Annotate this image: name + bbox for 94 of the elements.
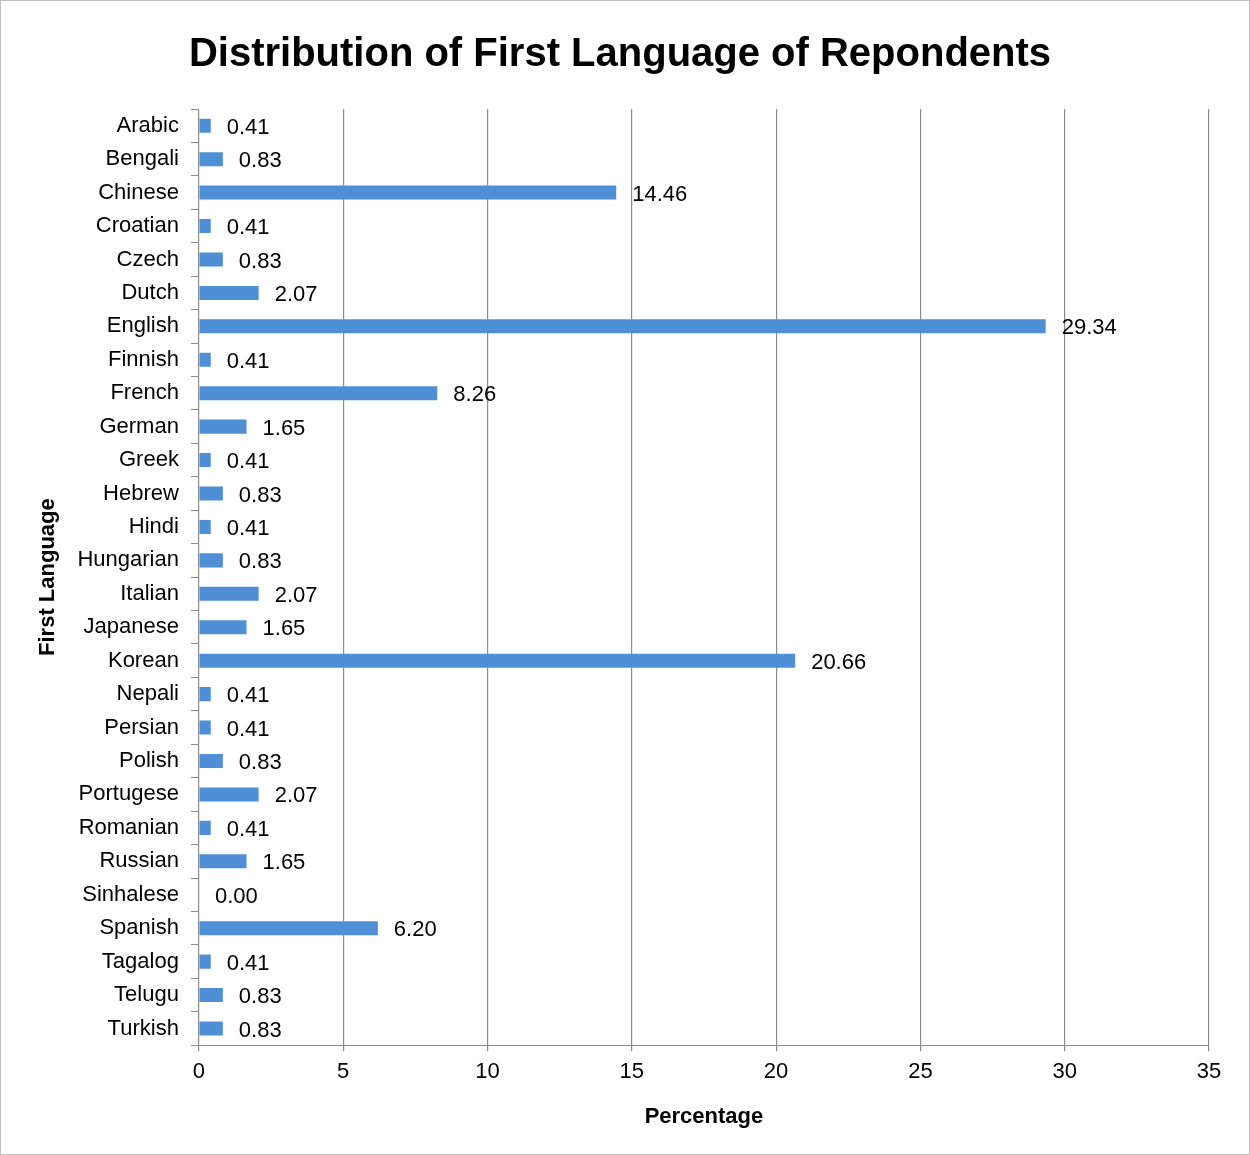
bar [199,1021,223,1036]
y-tick-label: Hindi [128,513,179,539]
y-tick-label: Dutch [121,278,179,304]
y-tick-label: Finnish [107,345,179,371]
data-label: 0.41 [226,448,270,474]
y-tick-label: Portugese [78,780,179,806]
data-label: 0.00 [214,882,258,908]
data-label: 2.07 [274,581,318,607]
y-tick-label: Sinhalese [82,880,179,906]
y-tick-label: Hungarian [77,546,179,572]
y-tick-label: Chinese [98,178,179,204]
x-tick-label: 10 [475,1058,500,1084]
bar [199,854,247,869]
data-label: 0.83 [238,247,282,273]
data-label: 6.20 [393,916,437,942]
bar [199,586,259,601]
data-label: 2.07 [274,782,318,808]
bar [199,687,211,702]
bar [199,386,438,401]
y-tick-label: Spanish [99,914,179,940]
data-label: 0.41 [226,214,270,240]
bar [199,453,211,468]
y-tick-label: Greek [118,446,180,472]
data-label: 0.83 [238,481,282,507]
x-tick-label: 0 [192,1058,206,1084]
x-tick-label: 5 [337,1058,350,1084]
x-tick-label: 20 [763,1058,789,1084]
x-tick-label: 15 [619,1058,645,1084]
bar [199,753,223,769]
data-label: 0.83 [238,147,282,173]
data-label: 0.41 [226,515,270,541]
data-label: 0.41 [226,347,270,373]
y-tick-label: Czech [116,245,179,271]
bar [199,152,223,167]
data-label: 2.07 [274,280,318,306]
y-tick-label: Hebrew [103,479,180,505]
data-label: 0.83 [238,1016,282,1042]
y-tick-label: Bengali [105,145,179,171]
x-tick-label: 30 [1052,1058,1077,1084]
bar [199,519,211,534]
y-tick-label: Japanese [83,613,179,639]
data-label: 1.65 [262,615,306,641]
bar [199,954,211,969]
data-label: 0.41 [226,113,270,139]
bar [199,620,247,635]
data-label: 0.83 [238,548,282,574]
x-tick-label: 35 [1196,1058,1222,1084]
data-label: 0.41 [226,682,270,708]
y-axis-title: First Language [34,498,60,656]
bar [199,720,211,735]
y-tick-label: Italian [120,579,179,605]
y-tick-label: Croatian [95,212,179,238]
data-label: 14.46 [632,180,688,206]
chart-title: Distribution of First Language of Repondents [188,30,1052,75]
bar [199,486,223,501]
bar [199,820,211,835]
y-tick-label: German [99,412,179,438]
bar [199,285,259,300]
data-label: 29.34 [1061,314,1117,340]
y-tick-label: Turkish [107,1014,179,1040]
data-label: 0.83 [238,749,282,775]
data-label: 0.83 [238,983,282,1009]
data-label: 0.41 [226,815,270,841]
bar [199,921,378,936]
y-tick-label: Tagalog [101,947,179,973]
y-tick-label: Persian [104,713,179,739]
data-label: 0.41 [226,715,270,741]
y-tick-label: Telugu [114,981,179,1007]
data-label: 1.65 [262,849,306,875]
bar [199,653,796,668]
bar [199,219,211,234]
x-tick-label: 25 [908,1058,933,1084]
bar [199,988,223,1003]
y-tick-label: Korean [107,646,179,672]
y-tick-label: Polish [118,747,179,773]
data-label: 1.65 [262,414,306,440]
y-tick-label: Arabic [116,111,179,137]
data-label: 20.66 [811,648,867,674]
data-label: 0.41 [226,949,270,975]
y-tick-label: Russian [99,847,179,873]
bar [199,118,211,133]
y-tick-label: English [106,312,179,338]
bar [199,319,1046,334]
bar [199,252,223,267]
bar [199,419,247,434]
y-tick-label: French [110,379,179,405]
bar [199,553,223,568]
x-axis-title: Percentage [644,1102,764,1128]
y-tick-label: Romanian [78,813,179,839]
bar [199,185,617,200]
bar [199,787,259,802]
y-tick-label: Nepali [116,680,179,706]
data-label: 8.26 [453,381,497,407]
bar [199,352,211,367]
